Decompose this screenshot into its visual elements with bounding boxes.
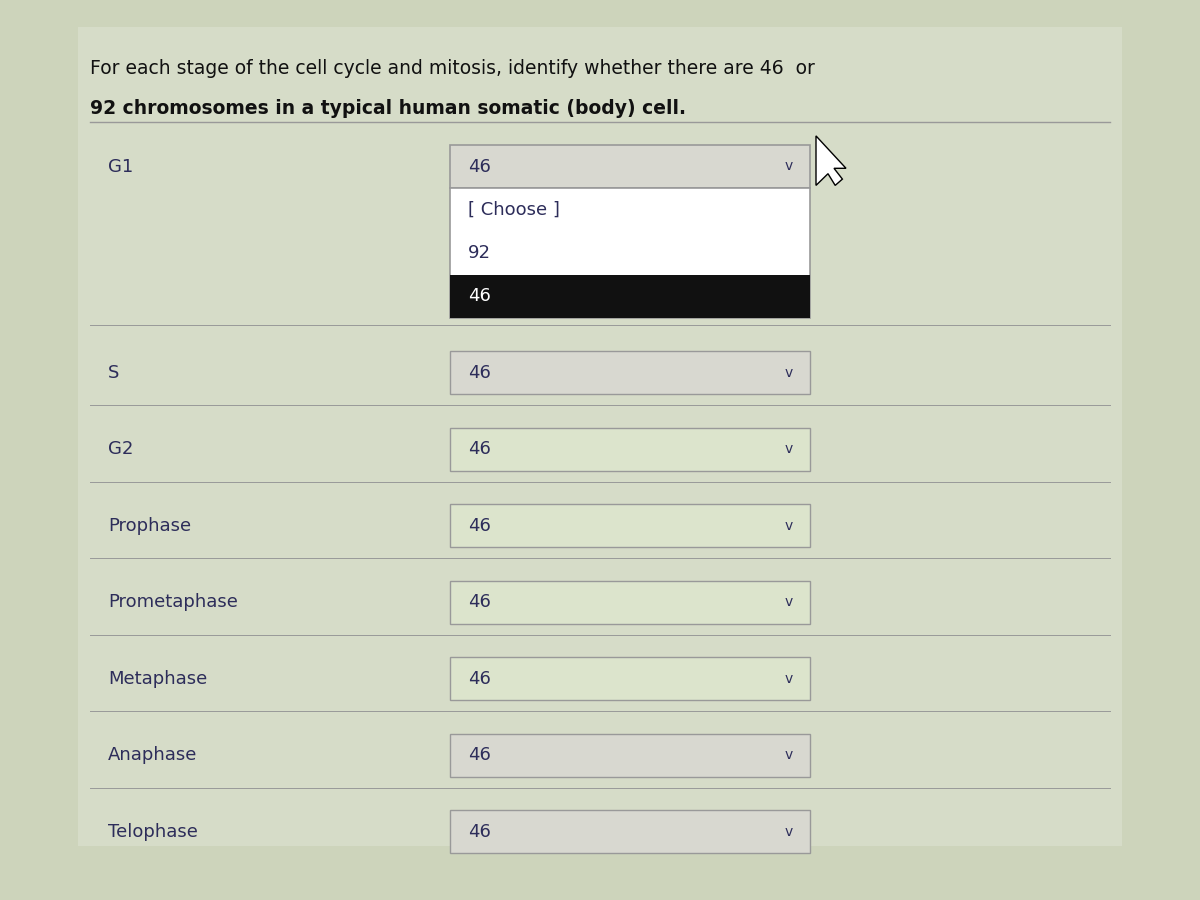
Text: Anaphase: Anaphase bbox=[108, 746, 197, 764]
Text: 46: 46 bbox=[468, 440, 491, 458]
FancyBboxPatch shape bbox=[450, 657, 810, 700]
Text: v: v bbox=[785, 671, 792, 686]
FancyBboxPatch shape bbox=[450, 734, 810, 777]
FancyBboxPatch shape bbox=[450, 428, 810, 471]
Text: v: v bbox=[785, 748, 792, 762]
Polygon shape bbox=[816, 136, 846, 185]
Text: Metaphase: Metaphase bbox=[108, 670, 208, 688]
Text: [ Choose ]: [ Choose ] bbox=[468, 201, 560, 219]
Text: 46: 46 bbox=[468, 287, 491, 305]
Text: v: v bbox=[785, 365, 792, 380]
Text: v: v bbox=[785, 824, 792, 839]
Text: G1: G1 bbox=[108, 158, 133, 176]
FancyBboxPatch shape bbox=[450, 188, 810, 318]
Text: v: v bbox=[785, 442, 792, 456]
Text: S: S bbox=[108, 364, 119, 382]
Text: 46: 46 bbox=[468, 823, 491, 841]
Text: 46: 46 bbox=[468, 364, 491, 382]
FancyBboxPatch shape bbox=[450, 580, 810, 624]
FancyBboxPatch shape bbox=[450, 145, 810, 188]
Text: For each stage of the cell cycle and mitosis, identify whether there are 46  or: For each stage of the cell cycle and mit… bbox=[90, 58, 815, 77]
Text: 46: 46 bbox=[468, 593, 491, 611]
FancyBboxPatch shape bbox=[78, 27, 1122, 846]
Text: v: v bbox=[785, 159, 792, 174]
Text: 46: 46 bbox=[468, 158, 491, 176]
FancyBboxPatch shape bbox=[450, 274, 810, 318]
Text: 46: 46 bbox=[468, 670, 491, 688]
FancyBboxPatch shape bbox=[450, 351, 810, 394]
Text: v: v bbox=[785, 518, 792, 533]
FancyBboxPatch shape bbox=[450, 504, 810, 547]
Text: 92: 92 bbox=[468, 244, 491, 262]
Text: G2: G2 bbox=[108, 440, 133, 458]
Text: v: v bbox=[785, 595, 792, 609]
Text: 92 chromosomes in a typical human somatic (body) cell.: 92 chromosomes in a typical human somati… bbox=[90, 99, 686, 118]
Text: Prophase: Prophase bbox=[108, 517, 191, 535]
Text: Prometaphase: Prometaphase bbox=[108, 593, 238, 611]
Text: 46: 46 bbox=[468, 517, 491, 535]
Text: Telophase: Telophase bbox=[108, 823, 198, 841]
FancyBboxPatch shape bbox=[450, 810, 810, 853]
Text: 46: 46 bbox=[468, 746, 491, 764]
